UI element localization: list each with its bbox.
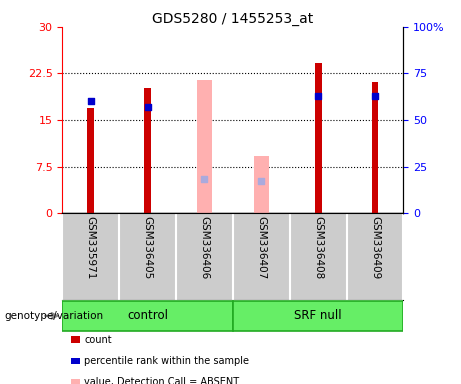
- Text: genotype/variation: genotype/variation: [5, 311, 104, 321]
- Point: [314, 93, 322, 99]
- Text: GSM336406: GSM336406: [199, 216, 209, 279]
- Bar: [315, 63, 321, 213]
- Text: control: control: [127, 309, 168, 322]
- Point: [144, 104, 151, 110]
- Text: GSM336405: GSM336405: [142, 216, 153, 279]
- Bar: [254, 156, 269, 213]
- Title: GDS5280 / 1455253_at: GDS5280 / 1455253_at: [152, 12, 313, 26]
- Text: SRF null: SRF null: [294, 309, 342, 322]
- FancyBboxPatch shape: [233, 301, 403, 331]
- FancyBboxPatch shape: [62, 301, 233, 331]
- Bar: [197, 79, 212, 213]
- Bar: [372, 81, 378, 213]
- Text: GSM336407: GSM336407: [256, 216, 266, 279]
- Point: [87, 98, 95, 104]
- Text: value, Detection Call = ABSENT: value, Detection Call = ABSENT: [84, 377, 239, 384]
- Text: GSM336408: GSM336408: [313, 216, 323, 279]
- Point: [201, 175, 208, 182]
- Bar: [87, 108, 94, 213]
- Text: percentile rank within the sample: percentile rank within the sample: [84, 356, 249, 366]
- Bar: [144, 88, 151, 213]
- Text: GSM335971: GSM335971: [86, 216, 96, 279]
- Text: GSM336409: GSM336409: [370, 216, 380, 279]
- Point: [371, 93, 378, 99]
- Text: count: count: [84, 335, 112, 345]
- Point: [258, 179, 265, 185]
